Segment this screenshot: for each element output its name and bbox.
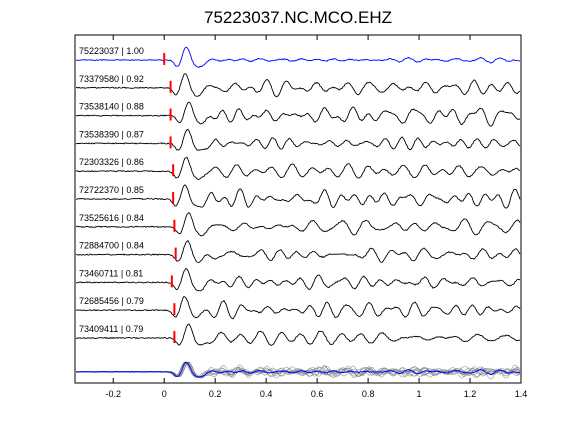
x-tick-label: 0.2 [209, 389, 222, 399]
x-tick-label: 0.4 [260, 389, 273, 399]
trace-label: 72722370 | 0.85 [79, 185, 144, 195]
x-axis: -0.2 0 0.2 0.4 0.6 0.8 1 1.2 1.4 [105, 35, 527, 399]
x-tick-label: 1.4 [515, 389, 528, 399]
trace-labels-group: 75223037 | 1.00 73379580 | 0.92 73538140 |… [79, 46, 144, 334]
trace-7 [75, 239, 521, 263]
traces-group [75, 46, 521, 380]
trace-8 [75, 267, 521, 292]
trace-label: 73379580 | 0.92 [79, 74, 144, 84]
trace-label: 72884700 | 0.84 [79, 241, 144, 251]
trace-label: 73409411 | 0.79 [79, 324, 143, 334]
trace-label: 72303326 | 0.86 [79, 157, 144, 167]
trace-9 [76, 296, 521, 320]
stack-trace [76, 361, 520, 378]
x-tick-label: 0 [162, 389, 167, 399]
trace-4 [75, 156, 521, 180]
x-tick-label: 0.6 [311, 389, 324, 399]
trace-label: 73525616 | 0.84 [79, 213, 144, 223]
trace-label: 75223037 | 1.00 [79, 46, 144, 56]
x-tick-label: 0.8 [362, 389, 375, 399]
x-tick-label: 1.2 [464, 389, 477, 399]
trace-2 [75, 101, 521, 127]
trace-3 [75, 128, 521, 151]
pick-markers-group [163, 53, 177, 343]
trace-6 [75, 211, 521, 237]
x-tick-label: 1 [417, 389, 422, 399]
trace-0 [75, 46, 521, 68]
chart-title: 75223037.NC.MCO.EHZ [204, 8, 392, 27]
x-tick-label: -0.2 [105, 389, 121, 399]
plot-axes-frame [74, 34, 522, 384]
trace-label: 73538140 | 0.88 [79, 102, 144, 112]
trace-10 [75, 323, 521, 347]
trace-label: 73460711 | 0.81 [79, 268, 143, 278]
trace-1 [75, 73, 521, 98]
trace-5 [75, 184, 521, 209]
trace-label: 72685456 | 0.79 [79, 296, 144, 306]
trace-label: 73538390 | 0.87 [79, 129, 144, 139]
